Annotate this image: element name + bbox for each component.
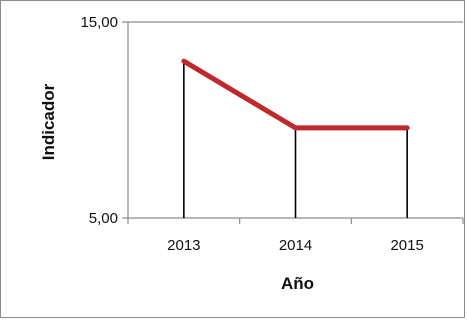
- y-tick-label: 5,00: [89, 210, 118, 227]
- series-line: [181, 58, 410, 131]
- x-axis-label: Año: [281, 274, 314, 293]
- x-tick-label: 2014: [279, 237, 312, 254]
- x-tick-label: 2015: [390, 237, 423, 254]
- drop-lines: [183, 61, 408, 218]
- ticks: 5,00 15,00 2013 2014 2015: [80, 14, 464, 254]
- y-axis-label: Indicador: [39, 83, 58, 160]
- x-tick-label: 2013: [167, 237, 200, 254]
- y-tick-label: 15,00: [80, 14, 118, 31]
- series-group: [181, 58, 410, 131]
